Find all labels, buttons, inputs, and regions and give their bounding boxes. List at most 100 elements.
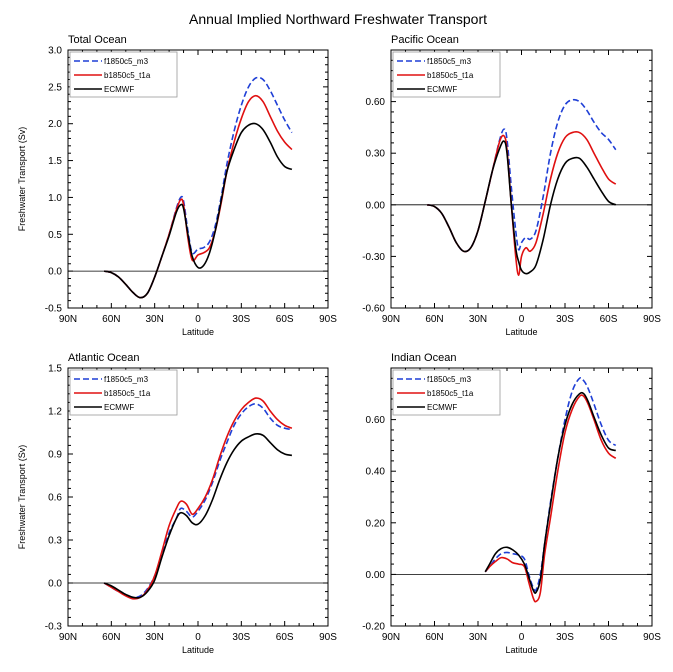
series-line-f1850c5_m3 [484, 376, 617, 592]
series-line-f1850c5_m3 [427, 98, 617, 253]
plot-frame [67, 49, 329, 309]
legend-label: f1850c5_m3 [104, 57, 149, 66]
x-tick-label: 0 [195, 314, 201, 325]
legend: f1850c5_m3 b1850c5_t1a ECMWF [69, 369, 178, 416]
x-tick-label: 30N [469, 632, 487, 643]
y-tick-label: 0.3 [48, 536, 62, 547]
series-line-ECMWF [484, 391, 617, 594]
y-tick-label: 0.30 [366, 149, 386, 160]
y-tick-label: 0.60 [366, 415, 386, 426]
y-axis-label: Freshwater Transport (Sv) [17, 445, 27, 550]
y-tick-label: 2.0 [48, 119, 62, 130]
panel-title: Atlantic Ocean [68, 352, 140, 364]
x-tick-label: 60N [425, 632, 443, 643]
series-line-ECMWF [103, 433, 293, 599]
x-tick-label: 90N [59, 632, 77, 643]
y-tick-label: 0.40 [366, 467, 386, 478]
series-line-b1850c5_t1a [484, 394, 617, 603]
series-line-f1850c5_m3 [103, 76, 293, 299]
y-tick-label: 0.20 [366, 518, 386, 529]
legend: f1850c5_m3 b1850c5_t1a ECMWF [392, 51, 501, 98]
x-tick-label: 0 [519, 632, 525, 643]
x-tick-label: 90S [643, 314, 661, 325]
plot-frame [390, 367, 653, 627]
y-tick-label: 0.60 [366, 97, 386, 108]
legend-label: b1850c5_t1a [104, 389, 151, 398]
x-tick-label: 30N [145, 314, 163, 325]
panel-indian-ocean: 90N 60N 30N 0 30S 60S 90S -0.20 0.00 0.20 0.40 0.60… [362, 352, 661, 655]
panel-title: Total Ocean [68, 34, 127, 46]
x-tick-label: 90S [319, 314, 337, 325]
x-axis-label: Latitude [505, 645, 537, 655]
x-tick-label: 30S [232, 632, 250, 643]
y-axis-label: Freshwater Transport (Sv) [17, 127, 27, 232]
x-axis-label: Latitude [182, 327, 214, 337]
x-tick-label: 90N [382, 314, 400, 325]
x-tick-label: 90S [643, 632, 661, 643]
x-tick-label: 60N [102, 314, 120, 325]
legend-label: f1850c5_m3 [427, 57, 472, 66]
x-tick-label: 60N [425, 314, 443, 325]
legend: f1850c5_m3 b1850c5_t1a ECMWF [69, 51, 178, 98]
x-tick-label: 30S [556, 632, 574, 643]
x-axis-label: Latitude [505, 327, 537, 337]
legend-label: b1850c5_t1a [427, 71, 474, 80]
y-tick-label: 1.2 [48, 407, 62, 418]
x-tick-label: 30N [469, 314, 487, 325]
series-line-ECMWF [427, 140, 617, 275]
y-tick-label: 1.5 [48, 156, 62, 167]
panel-total-ocean: 90N 60N 30N 0 30S 60S 90S -0.5 0.0 0.5 1.0 1.5 2.0 2.… [17, 34, 337, 337]
legend-label: b1850c5_t1a [104, 71, 151, 80]
y-tick-label: -0.60 [362, 304, 385, 315]
series-line-f1850c5_m3 [103, 403, 293, 599]
legend-label: f1850c5_m3 [104, 375, 149, 384]
panel-title: Indian Ocean [391, 352, 456, 364]
y-tick-label: -0.3 [45, 622, 63, 633]
x-tick-label: 60S [276, 632, 294, 643]
x-tick-label: 30S [232, 314, 250, 325]
y-tick-label: 0.9 [48, 450, 62, 461]
legend-label: b1850c5_t1a [427, 389, 474, 398]
x-tick-label: 90N [382, 632, 400, 643]
legend-label: ECMWF [104, 85, 134, 94]
series-line-b1850c5_t1a [103, 397, 293, 600]
y-tick-label: -0.20 [362, 622, 385, 633]
y-tick-label: 3.0 [48, 46, 62, 57]
y-tick-label: 0.6 [48, 493, 62, 504]
y-tick-label: 0.5 [48, 230, 62, 241]
legend: f1850c5_m3 b1850c5_t1a ECMWF [392, 369, 501, 416]
x-tick-label: 90S [319, 632, 337, 643]
y-tick-label: 0.0 [48, 579, 62, 590]
y-tick-label: 2.5 [48, 82, 62, 93]
series-line-ECMWF [103, 122, 293, 299]
x-tick-label: 0 [519, 314, 525, 325]
legend-label: ECMWF [104, 403, 134, 412]
panel-atlantic-ocean: 90N 60N 30N 0 30S 60S 90S -0.3 0.0 0.3 0.6 0.9 1.2 1.… [17, 352, 337, 655]
x-tick-label: 30N [145, 632, 163, 643]
x-tick-label: 60S [600, 314, 618, 325]
x-tick-label: 90N [59, 314, 77, 325]
figure-title: Annual Implied Northward Freshwater Tran… [189, 11, 487, 27]
legend-label: f1850c5_m3 [427, 375, 472, 384]
y-tick-label: 0.0 [48, 267, 62, 278]
y-tick-label: 1.0 [48, 193, 62, 204]
y-tick-label: 0.00 [366, 200, 386, 211]
x-tick-label: 0 [195, 632, 201, 643]
panel-pacific-ocean: 90N 60N 30N 0 30S 60S 90S -0.60 -0.30 0.00 0.30 0.6… [362, 34, 661, 337]
y-tick-label: -0.5 [45, 304, 63, 315]
x-tick-label: 30S [556, 314, 574, 325]
plot-frame [390, 49, 653, 309]
y-tick-label: -0.30 [362, 252, 385, 263]
plot-frame [67, 367, 329, 627]
x-axis-label: Latitude [182, 645, 214, 655]
series-line-b1850c5_t1a [427, 131, 617, 277]
legend-label: ECMWF [427, 403, 457, 412]
x-tick-label: 60S [276, 314, 294, 325]
legend-label: ECMWF [427, 85, 457, 94]
y-tick-label: 0.00 [366, 570, 386, 581]
x-tick-label: 60N [102, 632, 120, 643]
y-tick-label: 1.5 [48, 364, 62, 375]
panel-title: Pacific Ocean [391, 34, 459, 46]
x-tick-label: 60S [600, 632, 618, 643]
